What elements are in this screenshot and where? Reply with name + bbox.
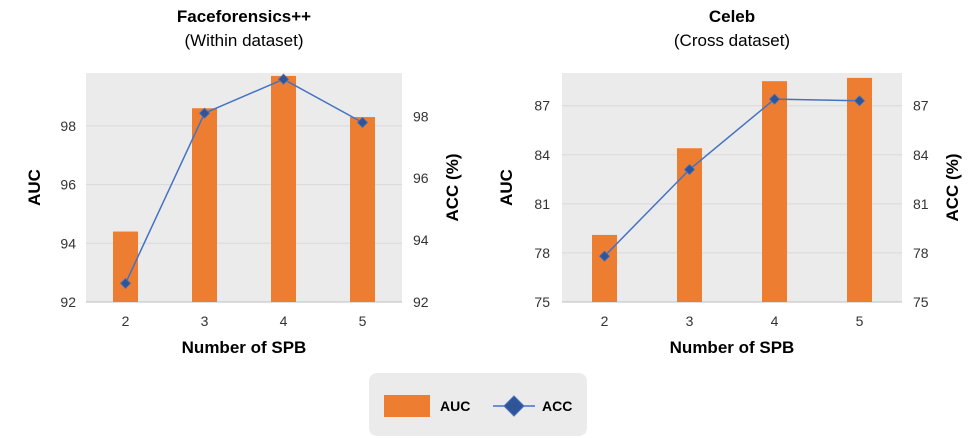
point-acc-2	[119, 277, 132, 289]
point-acc-4	[277, 73, 290, 85]
y-tick-label-left: 87	[534, 98, 550, 114]
bar-auc-2	[113, 231, 138, 302]
x-tick-label: 3	[686, 313, 694, 329]
legend-acc-diamond-icon	[503, 395, 525, 417]
chart-faceforensics: Faceforensics++ (Within dataset) 92 94 96 98 9…	[25, 7, 462, 357]
y-tick-label-left: 81	[534, 196, 550, 212]
legend-acc-label: ACC	[542, 398, 572, 414]
y-tick-label-left: 92	[60, 294, 76, 310]
point-acc-5	[356, 116, 369, 129]
y-axis-label-right: ACC (%)	[443, 154, 462, 222]
y-tick-label-left: 94	[60, 235, 76, 251]
x-tick-label: 5	[856, 313, 864, 329]
y-tick-label-left: 75	[534, 294, 550, 310]
x-tick-label: 4	[771, 313, 779, 329]
y-tick-label-right: 96	[413, 170, 429, 186]
chart-title: Faceforensics++	[177, 7, 311, 26]
line-acc	[603, 98, 860, 257]
point-acc-2	[598, 250, 611, 262]
y-tick-label-right: 78	[913, 245, 929, 261]
y-tick-label-right: 87	[913, 98, 929, 114]
chart-subtitle: (Within dataset)	[184, 31, 303, 50]
point-acc-3	[198, 107, 211, 119]
point-acc-3	[683, 163, 696, 176]
legend: AUC ACC	[369, 373, 587, 436]
y-axis-label-left: AUC	[497, 169, 516, 206]
plot-area	[86, 73, 402, 302]
y-tick-label-right: 84	[913, 147, 929, 163]
x-tick-label: 2	[122, 313, 130, 329]
chart-subtitle: (Cross dataset)	[674, 31, 790, 50]
y-tick-label-right: 92	[413, 294, 429, 310]
y-tick-label-left: 84	[534, 147, 550, 163]
x-tick-label: 3	[201, 313, 209, 329]
y-tick-label-right: 81	[913, 196, 929, 212]
y-tick-label-right: 94	[413, 232, 429, 248]
bar-auc-3	[192, 108, 217, 302]
y-tick-label-left: 78	[534, 245, 550, 261]
x-tick-label: 4	[280, 313, 288, 329]
x-tick-label: 2	[601, 313, 609, 329]
point-acc-5	[853, 95, 866, 107]
legend-auc-swatch	[384, 395, 430, 417]
y-tick-label-left: 98	[60, 118, 76, 134]
x-tick-label: 5	[359, 313, 367, 329]
y-axis-label-right: ACC (%)	[943, 154, 962, 222]
y-tick-label-right: 75	[913, 294, 929, 310]
point-acc-4	[768, 93, 781, 105]
x-axis-label: Number of SPB	[670, 338, 795, 357]
chart-title: Celeb	[709, 7, 755, 26]
bar-auc-5	[847, 77, 872, 303]
y-tick-label-left: 96	[60, 177, 76, 193]
legend-auc-label: AUC	[440, 398, 470, 414]
bar-auc-2	[592, 234, 617, 302]
bar-auc-4	[271, 75, 296, 302]
y-axis-label-left: AUC	[25, 169, 44, 206]
y-tick-label-right: 98	[413, 108, 429, 124]
x-axis-label: Number of SPB	[182, 338, 307, 357]
legend-box	[369, 373, 587, 436]
bar-auc-4	[762, 81, 787, 302]
plot-area	[562, 73, 902, 302]
bar-auc-5	[350, 117, 375, 303]
line-acc	[124, 78, 363, 284]
chart-celeb: Celeb (Cross dataset) 75 78 81 84 87 75 78 81 84 87…	[497, 7, 962, 357]
